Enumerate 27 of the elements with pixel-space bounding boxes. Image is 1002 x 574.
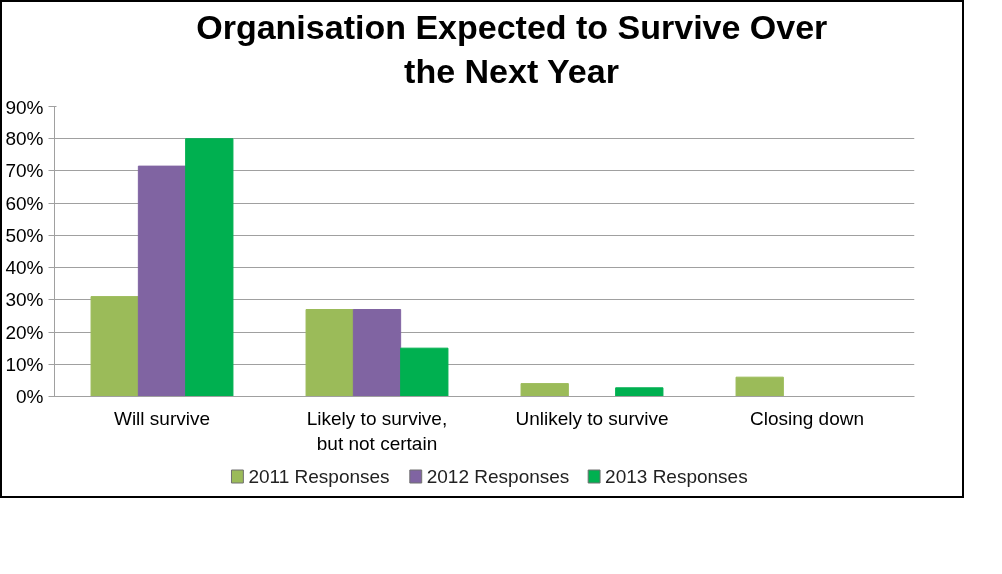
bar [90, 296, 139, 397]
y-tick-label: 10% [5, 353, 44, 375]
x-tick-label: Closing down [749, 407, 865, 429]
x-tick-label: Will survive [113, 407, 211, 429]
bar [305, 309, 354, 397]
bar [520, 383, 569, 397]
y-tick-label: 40% [5, 257, 44, 279]
y-tick-label: 60% [5, 192, 44, 214]
bar [400, 347, 449, 397]
y-tick-label: 80% [5, 128, 44, 150]
legend-label: 2011 Responses [248, 466, 390, 487]
bar [615, 387, 664, 397]
legend-label: 2012 Responses [426, 466, 570, 487]
y-tick-label: 0% [16, 386, 44, 407]
bar [185, 138, 234, 397]
y-tick-label: 20% [5, 321, 44, 343]
y-tick-label: 50% [5, 224, 44, 246]
y-tick-label: 70% [5, 160, 44, 182]
legend-label: 2013 Responses [605, 466, 748, 487]
chart-title: Organisation Expected to Survive Over the Next Year [196, 7, 828, 90]
bar [137, 165, 187, 397]
x-tick-label: Likely to survive, but not certain [306, 407, 448, 454]
y-tick-label: 90% [5, 96, 44, 118]
bar [735, 376, 784, 397]
x-tick-label: Unlikely to survive [515, 407, 669, 429]
y-tick-label: 30% [5, 289, 44, 311]
bar [352, 309, 402, 397]
